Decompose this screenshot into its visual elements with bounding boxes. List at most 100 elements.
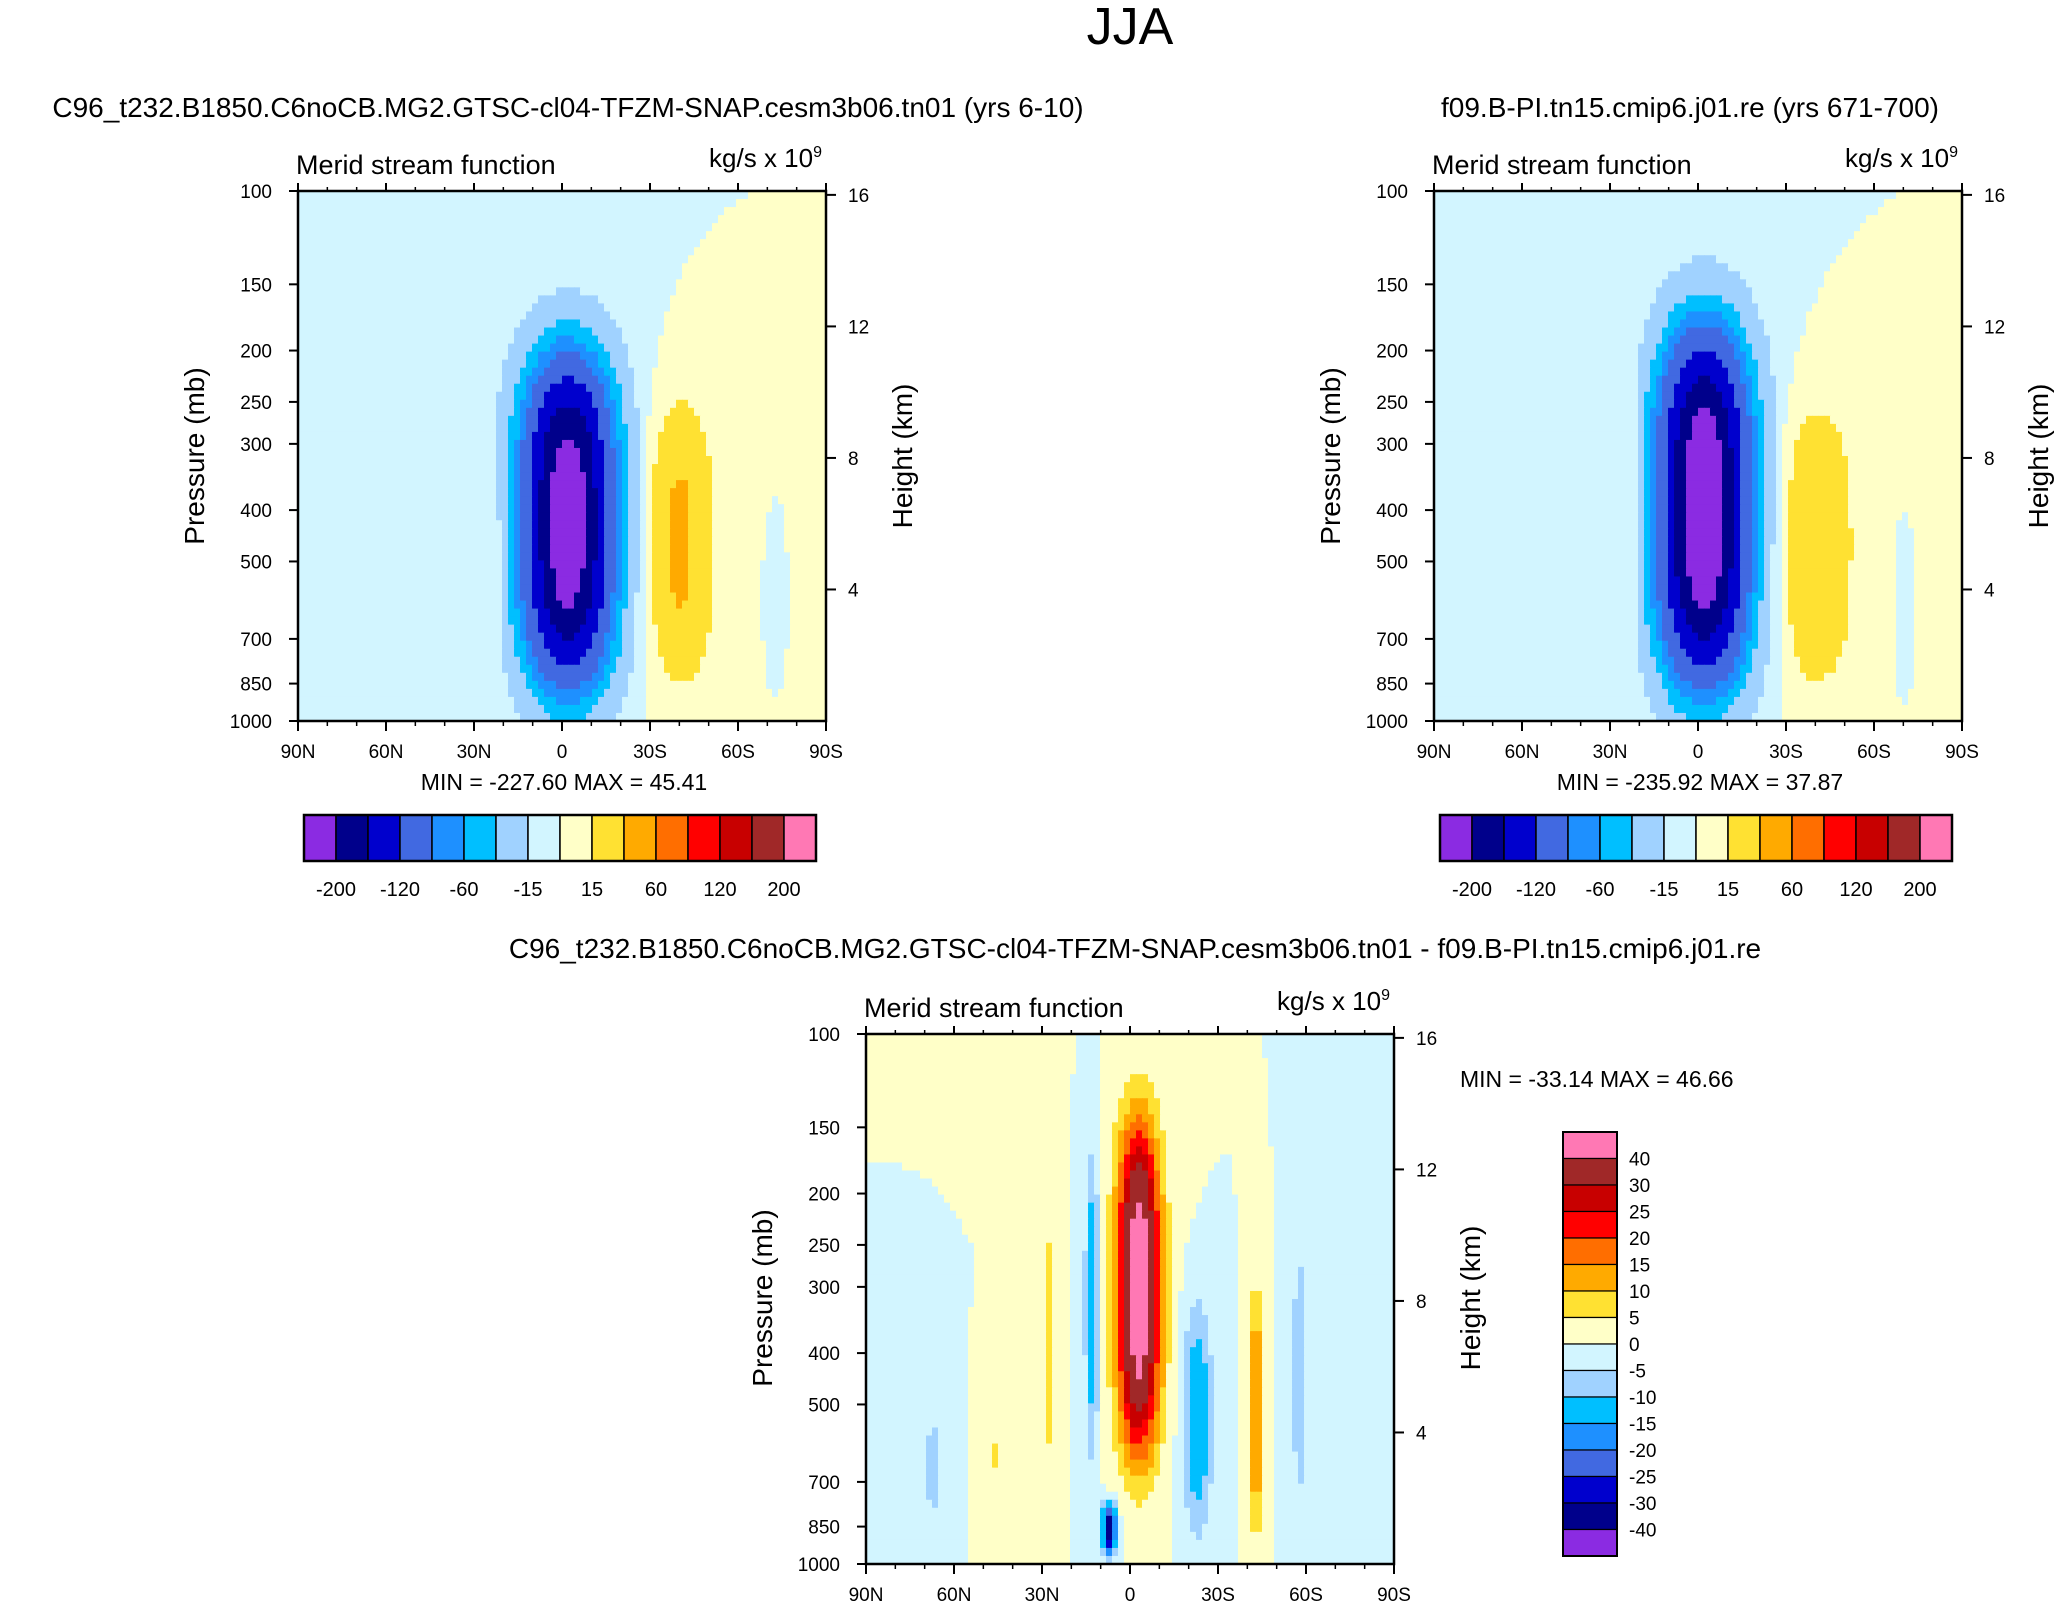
panel-ctrl-cell [400,343,407,353]
panel-ctrl-cell [706,568,713,578]
panel-ctrl-cell [814,255,821,264]
panel-ctrl-cell [394,239,401,248]
panel-ctrl-cell [508,391,515,401]
panel-ctrl-cell [706,279,713,288]
panel-ctrl-cell [754,335,761,345]
panel-ctrl-cell [556,464,563,473]
panel-ctrl-cell [454,624,461,634]
panel-ctrl-cell [724,375,731,385]
panel-ctrl-cell [568,367,575,377]
panel-ctrl-cell [586,536,593,545]
panel-ctrl-cell [496,608,503,618]
panel-ctrl-cell [496,391,503,401]
panel-ctrl-cell [640,600,647,610]
panel-ctrl-cell [520,528,527,537]
panel-ctrl-cell [340,231,347,240]
panel-ctrl-cell [328,616,335,626]
panel-ctrl-cell [646,608,653,618]
panel-ctrl-cell [604,311,611,321]
panel-ctrl-cell [496,351,503,361]
panel-ctrl-cell [646,472,653,481]
panel-ctrl-cell [652,335,659,345]
panel-ctrl-cell [382,472,389,481]
panel-ctrl-cell [442,568,449,578]
panel-ctrl-cell [508,488,515,497]
panel-ctrl-cell [772,576,779,586]
panel-ctrl-cell [592,255,599,264]
panel-ctrl-cell [598,608,605,618]
panel-ctrl-cell [802,287,809,296]
panel-ctrl-cell [754,480,761,489]
panel-ctrl-cell [604,496,611,505]
panel-ctrl-cell [652,231,659,240]
panel-ctrl-cell [634,303,641,313]
panel-ctrl-cell [808,319,815,329]
panel-ctrl-cell [544,223,551,232]
panel-ctrl-cell [316,431,323,441]
panel-ctrl-cell [706,423,713,433]
panel-ctrl-cell [550,303,557,313]
panel-ctrl-cell [664,544,671,553]
panel-ctrl-cell [778,199,785,208]
panel-ctrl-cell [604,616,611,626]
panel-ctrl-cell [706,367,713,377]
panel-ctrl-cell [298,199,305,208]
panel-ctrl-cell [676,239,683,248]
panel-ctrl-cell [358,343,365,353]
panel-ctrl-cell [748,472,755,481]
panel-ctrl-cell [604,199,611,208]
panel-ctrl-cell [658,456,665,465]
panel-ctrl-cell [454,552,461,561]
panel-ctrl-cell [424,327,431,337]
panel-ctrl-cell [364,255,371,264]
panel-ctrl-cell [538,231,545,240]
panel-ctrl-cell [742,472,749,481]
panel-ctrl-cell [628,375,635,385]
panel-ctrl-cell [358,423,365,433]
panel-ctrl-cell [316,375,323,385]
panel-ctrl-cell [748,568,755,578]
panel-ctrl-cell [502,239,509,248]
panel-ctrl-cell [652,560,659,570]
panel-ctrl-cell [442,464,449,473]
panel-ctrl-cell [502,407,509,417]
panel-ctrl-cell [616,295,623,305]
panel-ctrl-cell [418,496,425,505]
panel-ctrl-cell [544,255,551,264]
panel-ctrl-cell [646,415,653,425]
panel-ctrl-cell [808,544,815,553]
panel-ctrl-cell [724,399,731,409]
panel-ctrl-cell [418,319,425,329]
panel-ctrl-cell [544,287,551,296]
panel-ctrl-cell [766,616,773,626]
panel-ctrl-cell [790,584,797,594]
panel-ctrl-cell [436,311,443,321]
panel-ctrl-cell [820,223,827,232]
panel-ctrl-cell [574,472,581,481]
panel-ctrl-cell [736,215,743,224]
panel-ctrl-cell [694,415,701,425]
panel-ctrl-cell [454,528,461,537]
panel-ctrl-cell [304,407,311,417]
panel-ctrl-cell [472,343,479,353]
panel-ctrl-cell [670,383,677,393]
panel-ctrl-cell [508,319,515,329]
panel-ctrl-cell [784,520,791,529]
panel-ctrl-cell [424,199,431,208]
panel-ctrl-cell [574,319,581,329]
panel-ctrl-cell [670,504,677,513]
panel-ctrl-cell [610,407,617,417]
panel-ctrl-cell [820,399,827,409]
panel-ctrl-cell [358,359,365,369]
panel-ctrl-cell [532,600,539,610]
panel-ctrl-cell [664,255,671,264]
panel-ctrl-cell [412,415,419,425]
panel-ctrl-cell [490,464,497,473]
panel-ctrl-cell [742,456,749,465]
panel-ctrl-cell [676,295,683,305]
panel-ctrl-cell [544,552,551,561]
panel-ctrl-cell [478,263,485,272]
panel-ctrl-cell [340,295,347,305]
panel-ctrl-cell [724,287,731,296]
panel-ctrl-cell [424,544,431,553]
